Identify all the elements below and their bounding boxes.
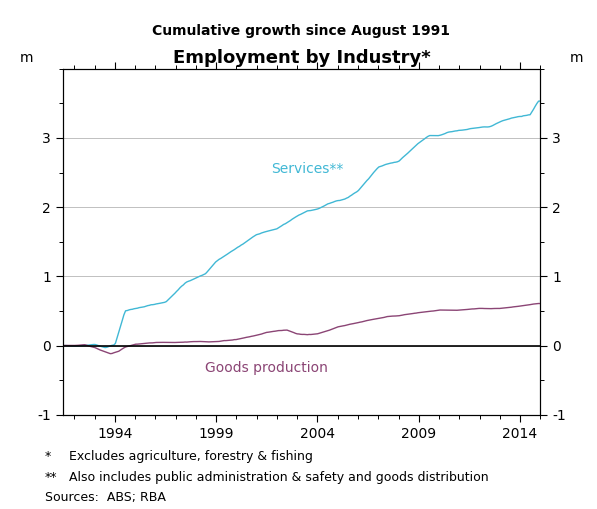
Text: Also includes public administration & safety and goods distribution: Also includes public administration & sa… — [69, 471, 488, 484]
Text: m: m — [20, 51, 33, 65]
Text: **: ** — [45, 471, 57, 484]
Text: Services**: Services** — [271, 162, 343, 176]
Text: m: m — [570, 51, 583, 65]
Text: Excludes agriculture, forestry & fishing: Excludes agriculture, forestry & fishing — [69, 450, 313, 464]
Text: Sources:  ABS; RBA: Sources: ABS; RBA — [45, 491, 165, 504]
Text: Cumulative growth since August 1991: Cumulative growth since August 1991 — [152, 24, 451, 38]
Text: *: * — [45, 450, 51, 464]
Text: Goods production: Goods production — [205, 361, 328, 375]
Title: Employment by Industry*: Employment by Industry* — [173, 49, 430, 67]
